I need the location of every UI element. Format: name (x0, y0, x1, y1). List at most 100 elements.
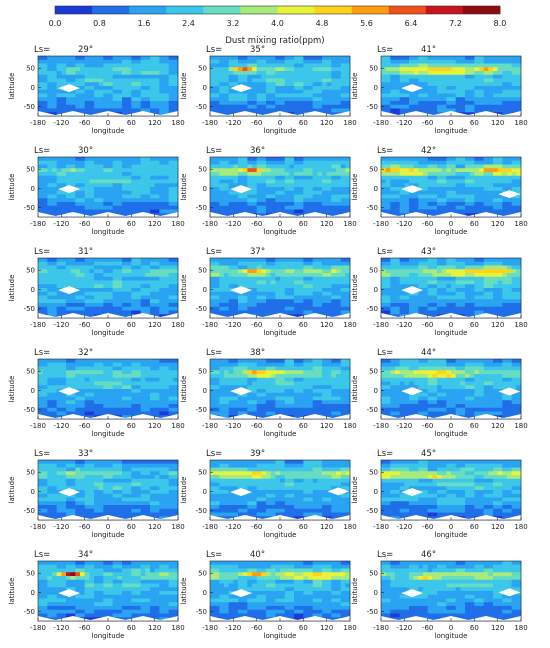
heatmap-cell (317, 295, 323, 300)
heatmap-cell (413, 295, 419, 300)
ls-value: 37° (250, 247, 265, 257)
heatmap-cell (256, 194, 262, 199)
heatmap-cell (56, 190, 62, 195)
heatmap-cell (89, 209, 95, 214)
heatmap-cell (507, 205, 513, 210)
heatmap-cell (75, 164, 81, 169)
heatmap-cell (112, 89, 118, 94)
heatmap-cell (312, 202, 318, 207)
heatmap-cell (441, 269, 447, 274)
heatmap-cell (303, 276, 309, 281)
heatmap-cell (399, 164, 405, 169)
heatmap-cell (469, 299, 475, 304)
heatmap-cell (432, 276, 438, 281)
heatmap-cell (446, 78, 452, 83)
colorbar-tick-label: 6.4 (405, 19, 418, 28)
heatmap-cell (75, 59, 81, 64)
heatmap-cell (42, 108, 48, 113)
heatmap-cell (164, 202, 170, 207)
heatmap-cell (502, 209, 508, 214)
heatmap-cell (441, 108, 447, 113)
heatmap-cell (308, 56, 314, 61)
heatmap-cell (261, 213, 267, 218)
heatmap-cell (108, 160, 114, 165)
heatmap-cell (497, 56, 503, 61)
heatmap-cell (52, 362, 58, 367)
heatmap-cell (56, 385, 62, 390)
heatmap-cell (395, 198, 401, 203)
heatmap-cell (66, 157, 72, 162)
heatmap-cell (150, 280, 156, 285)
heatmap-cell (38, 157, 44, 162)
heatmap-cell (122, 82, 128, 87)
heatmap-cell (150, 392, 156, 397)
heatmap-cell (479, 273, 485, 278)
heatmap-cell (94, 377, 100, 382)
heatmap-cell (345, 78, 351, 83)
heatmap-cell (47, 381, 53, 386)
heatmap-cell (145, 205, 151, 210)
heatmap-cell (483, 108, 489, 113)
heatmap-cell (52, 288, 58, 293)
heatmap-cell (409, 269, 415, 274)
heatmap-cell (126, 370, 132, 375)
heatmap-cell (469, 258, 475, 263)
dust-panel: Ls= 35°500-50-180 -120 -60 0 60 120 180longitud… (180, 45, 357, 135)
heatmap-cell (70, 299, 76, 304)
heatmap-cell (70, 164, 76, 169)
heatmap-cell (214, 291, 220, 296)
heatmap-cell (42, 310, 48, 315)
heatmap-cell (317, 160, 323, 165)
heatmap-cell (247, 82, 253, 87)
heatmap-cell (252, 194, 258, 199)
heatmap-cell (507, 187, 513, 192)
heatmap-cell (108, 273, 114, 278)
heatmap-cell (233, 63, 239, 68)
heatmap-cell (488, 175, 494, 180)
heatmap-cell (70, 101, 76, 106)
heatmap-cell (219, 299, 225, 304)
heatmap-cell (390, 56, 396, 61)
heatmap-cell (284, 160, 290, 165)
heatmap-cell (423, 291, 429, 296)
heatmap-cell (126, 56, 132, 61)
heatmap-cell (173, 194, 179, 199)
heatmap-cell (275, 59, 281, 64)
heatmap-cell (483, 164, 489, 169)
heatmap-cell (502, 101, 508, 106)
heatmap-cell (266, 190, 272, 195)
heatmap-cell (474, 78, 480, 83)
heatmap-cell (423, 261, 429, 266)
heatmap-cell (61, 273, 67, 278)
heatmap-cell (150, 288, 156, 293)
heatmap-cell (261, 310, 267, 315)
heatmap-cell (154, 377, 160, 382)
heatmap-cell (122, 97, 128, 102)
heatmap-cell (488, 74, 494, 79)
heatmap-cell (289, 164, 295, 169)
heatmap-cell (261, 71, 267, 76)
heatmap-cell (308, 86, 314, 91)
heatmap-cell (340, 89, 346, 94)
heatmap-cell (47, 175, 53, 180)
heatmap-cell (214, 104, 220, 109)
heatmap-cell (94, 108, 100, 113)
heatmap-cell (469, 157, 475, 162)
heatmap-cell (228, 101, 234, 106)
heatmap-cell (224, 82, 230, 87)
heatmap-cell (502, 86, 508, 91)
heatmap-cell (256, 183, 262, 188)
heatmap-cell (331, 303, 337, 308)
heatmap-cell (404, 164, 410, 169)
heatmap-cell (385, 160, 391, 165)
heatmap-cell (516, 101, 522, 106)
heatmap-cell (308, 190, 314, 195)
heatmap-cell (275, 108, 281, 113)
heatmap-cell (168, 392, 174, 397)
heatmap-cell (38, 168, 44, 173)
heatmap-cell (345, 288, 351, 293)
heatmap-cell (317, 89, 323, 94)
heatmap-cell (280, 284, 286, 289)
heatmap-cell (108, 71, 114, 76)
heatmap-cell (441, 175, 447, 180)
